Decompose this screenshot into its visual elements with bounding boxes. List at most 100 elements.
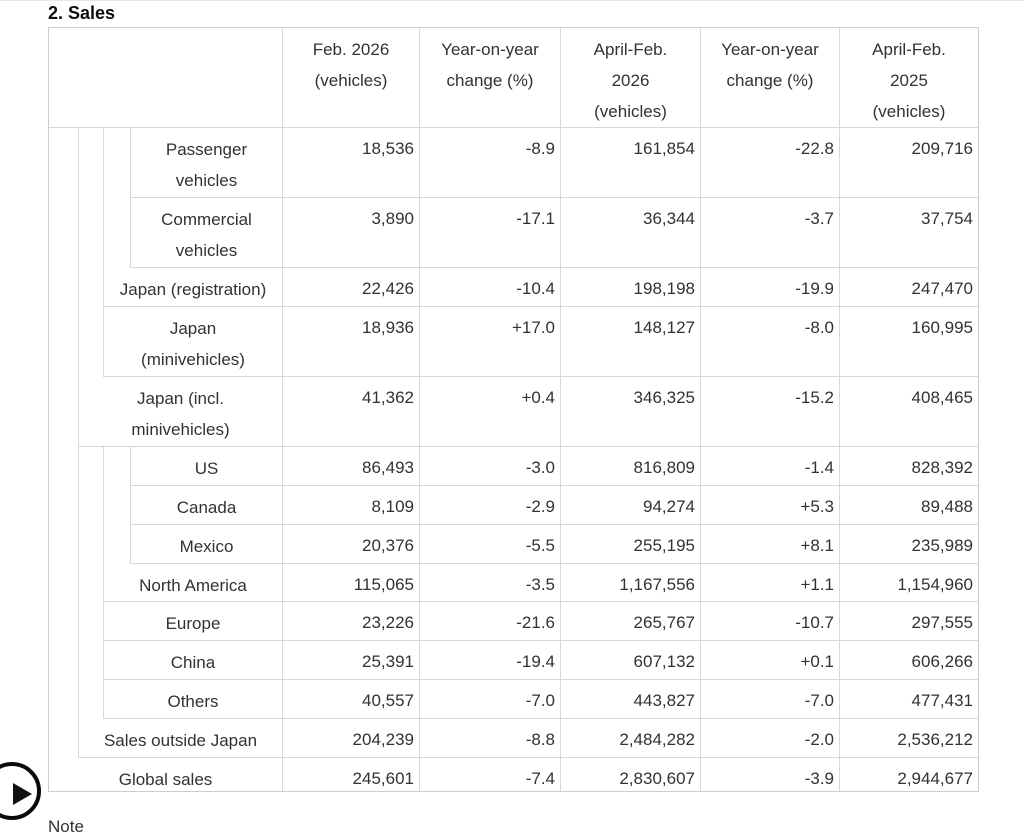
data-cell: 2,830,607 <box>561 758 701 791</box>
data-cell: -2.9 <box>420 486 561 525</box>
row-label-china: China <box>104 641 283 680</box>
data-cell: -10.4 <box>420 268 561 307</box>
data-cell: 255,195 <box>561 525 701 564</box>
col-header-yoy-change-2: Year-on-year change (%) <box>701 28 840 128</box>
data-cell: 89,488 <box>840 486 978 525</box>
data-cell: 22,426 <box>283 268 420 307</box>
data-cell: 2,536,212 <box>840 719 978 758</box>
indent-spacer-overseas-l3 <box>104 447 131 564</box>
row-label-global-sales: Global sales <box>49 758 283 791</box>
row-label-north-america: North America <box>104 564 283 602</box>
data-cell: 209,716 <box>840 128 978 198</box>
col-header-april-feb-2026: April-Feb. 2026 (vehicles) <box>561 28 701 128</box>
data-cell: 36,344 <box>561 198 701 268</box>
data-cell: +5.3 <box>701 486 840 525</box>
play-icon <box>13 783 32 805</box>
row-label-us: US <box>131 447 283 486</box>
col-header-feb-2026: Feb. 2026 (vehicles) <box>283 28 420 128</box>
data-cell: -8.0 <box>701 307 840 377</box>
data-cell: 477,431 <box>840 680 978 719</box>
data-cell: +0.4 <box>420 377 561 447</box>
data-cell: 443,827 <box>561 680 701 719</box>
data-cell: 297,555 <box>840 602 978 641</box>
data-cell: -3.9 <box>701 758 840 791</box>
data-cell: -2.0 <box>701 719 840 758</box>
row-label-europe: Europe <box>104 602 283 641</box>
data-cell: 204,239 <box>283 719 420 758</box>
data-cell: 8,109 <box>283 486 420 525</box>
data-cell: 816,809 <box>561 447 701 486</box>
corner-cell <box>49 28 283 128</box>
data-cell: 408,465 <box>840 377 978 447</box>
data-cell: 1,154,960 <box>840 564 978 602</box>
row-label-mexico: Mexico <box>131 525 283 564</box>
top-divider <box>0 0 1024 1</box>
play-button[interactable] <box>0 762 41 820</box>
data-cell: -8.8 <box>420 719 561 758</box>
data-cell: 245,601 <box>283 758 420 791</box>
row-label-japan-minivehicles: Japan (minivehicles) <box>104 307 283 377</box>
data-cell: 37,754 <box>840 198 978 268</box>
indent-spacer-japan-l2 <box>79 128 104 377</box>
row-label-japan-registration: Japan (registration) <box>104 268 283 307</box>
data-cell: -7.0 <box>420 680 561 719</box>
col-header-april-feb-2025: April-Feb. 2025 (vehicles) <box>840 28 978 128</box>
data-cell: 1,167,556 <box>561 564 701 602</box>
data-cell: +0.1 <box>701 641 840 680</box>
data-cell: 828,392 <box>840 447 978 486</box>
data-cell: 2,484,282 <box>561 719 701 758</box>
data-cell: -5.5 <box>420 525 561 564</box>
data-cell: 18,936 <box>283 307 420 377</box>
row-label-passenger-vehicles: Passenger vehicles <box>131 128 283 198</box>
data-cell: -7.4 <box>420 758 561 791</box>
data-cell: +1.1 <box>701 564 840 602</box>
data-cell: 265,767 <box>561 602 701 641</box>
data-cell: 86,493 <box>283 447 420 486</box>
data-cell: -19.9 <box>701 268 840 307</box>
data-cell: -19.4 <box>420 641 561 680</box>
data-cell: 2,944,677 <box>897 769 973 788</box>
data-cell: 148,127 <box>561 307 701 377</box>
data-cell: 41,362 <box>283 377 420 447</box>
data-cell: 3,890 <box>283 198 420 268</box>
data-cell: +17.0 <box>420 307 561 377</box>
data-cell: 606,266 <box>840 641 978 680</box>
data-cell: 115,065 <box>283 564 420 602</box>
data-cell: -3.7 <box>701 198 840 268</box>
data-cell: -3.0 <box>420 447 561 486</box>
row-label-canada: Canada <box>131 486 283 525</box>
col-header-yoy-change-1: Year-on-year change (%) <box>420 28 561 128</box>
data-cell: 25,391 <box>283 641 420 680</box>
data-cell: 198,198 <box>561 268 701 307</box>
data-cell: +8.1 <box>701 525 840 564</box>
indent-spacer-japan-l3 <box>104 128 131 268</box>
data-cell: 40,557 <box>283 680 420 719</box>
data-cell: -7.0 <box>701 680 840 719</box>
data-cell: -8.9 <box>420 128 561 198</box>
indent-spacer-overseas-l2 <box>79 447 104 719</box>
data-cell: 20,376 <box>283 525 420 564</box>
data-cell: 235,989 <box>840 525 978 564</box>
data-cell: -17.1 <box>420 198 561 268</box>
data-cell: 247,470 <box>840 268 978 307</box>
data-cell: -10.7 <box>701 602 840 641</box>
note-text: Note <box>48 817 84 836</box>
data-cell: -22.8 <box>701 128 840 198</box>
data-cell: 161,854 <box>561 128 701 198</box>
data-cell: 607,132 <box>561 641 701 680</box>
data-cell: -15.2 <box>701 377 840 447</box>
data-cell: -1.4 <box>701 447 840 486</box>
row-label-sales-outside-japan: Sales outside Japan <box>79 719 283 758</box>
data-cell: 23,226 <box>283 602 420 641</box>
row-label-commercial-vehicles: Commercial vehicles <box>131 198 283 268</box>
indent-spacer-outer <box>49 128 79 758</box>
data-cell: -3.5 <box>420 564 561 602</box>
row-label-japan-incl-minivehicles: Japan (incl. minivehicles) <box>79 377 283 447</box>
data-cell: 18,536 <box>283 128 420 198</box>
sales-table: Feb. 2026 (vehicles) Year-on-year change… <box>48 27 979 792</box>
data-cell: 94,274 <box>561 486 701 525</box>
data-cell: 160,995 <box>840 307 978 377</box>
row-label-others: Others <box>104 680 283 719</box>
data-cell: -21.6 <box>420 602 561 641</box>
page-title: 2. Sales <box>48 3 116 23</box>
